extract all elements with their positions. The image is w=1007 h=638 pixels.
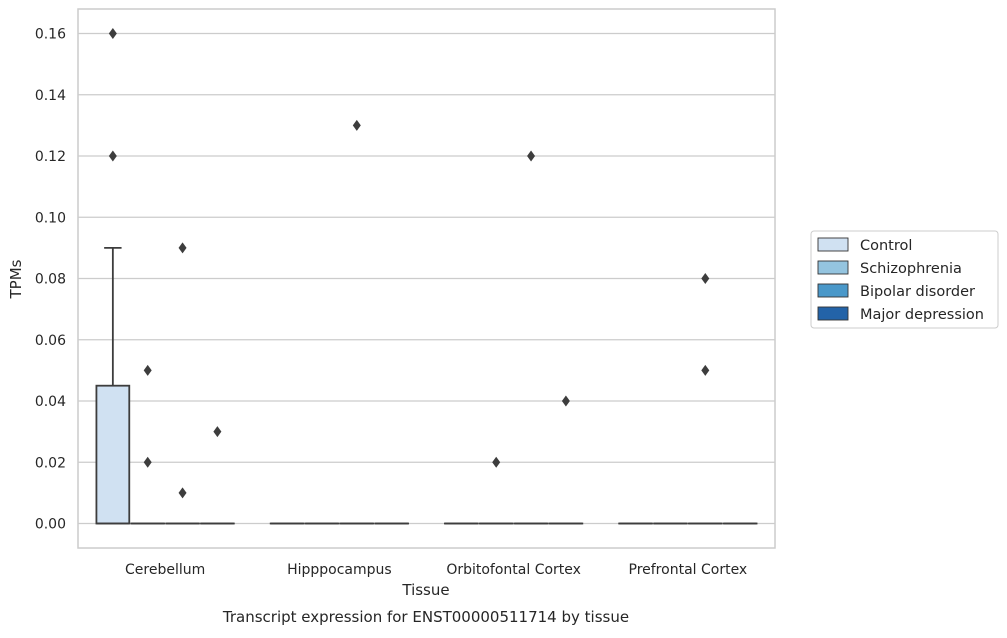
x-axis-title: Tissue — [401, 581, 449, 599]
grid-lines — [78, 34, 775, 524]
outlier-point — [179, 242, 187, 253]
boxes — [96, 248, 756, 524]
legend-label: Major depression — [860, 307, 984, 323]
y-tick-label: 0.04 — [35, 394, 66, 410]
outlier-point — [109, 28, 117, 39]
outlier-point — [179, 487, 187, 498]
outlier-point — [562, 396, 570, 407]
x-tick-label: Prefrontal Cortex — [629, 562, 748, 578]
outlier-point — [213, 426, 221, 437]
y-tick-label: 0.06 — [35, 333, 66, 349]
outlier-point — [527, 151, 535, 162]
outlier-point — [701, 365, 709, 376]
outlier-point — [109, 151, 117, 162]
legend-swatch — [818, 261, 848, 274]
legend-label: Control — [860, 238, 912, 254]
outliers — [109, 28, 709, 498]
y-tick-label: 0.10 — [35, 210, 66, 226]
legend: Control Schizophrenia Bipolar disorder Majo… — [811, 231, 998, 328]
legend-swatch — [818, 284, 848, 297]
chart-caption: Transcript expression for ENST0000051171… — [222, 608, 629, 626]
outlier-point — [492, 457, 500, 468]
y-tick-label: 0.16 — [35, 27, 66, 43]
y-tick-labels: 0.00 0.02 0.04 0.06 0.08 0.10 0.12 0.14 0.16 — [35, 27, 66, 533]
x-tick-label: Cerebellum — [125, 562, 205, 578]
y-tick-label: 0.00 — [35, 517, 66, 533]
y-axis-title: TPMs — [7, 259, 25, 299]
y-tick-label: 0.14 — [35, 88, 66, 104]
legend-swatch — [818, 307, 848, 320]
outlier-point — [701, 273, 709, 284]
x-tick-labels: Cerebellum Hipppocampus Orbitofontal Corte… — [125, 562, 747, 578]
outlier-point — [353, 120, 361, 131]
x-tick-label: Hipppocampus — [287, 562, 392, 578]
outlier-point — [144, 457, 152, 468]
legend-label: Schizophrenia — [860, 261, 962, 277]
outlier-point — [144, 365, 152, 376]
box — [96, 386, 129, 524]
legend-swatch — [818, 238, 848, 251]
y-tick-label: 0.02 — [35, 455, 66, 471]
y-tick-label: 0.12 — [35, 149, 66, 165]
legend-label: Bipolar disorder — [860, 284, 975, 300]
y-tick-label: 0.08 — [35, 272, 66, 288]
x-tick-label: Orbitofontal Cortex — [446, 562, 581, 578]
